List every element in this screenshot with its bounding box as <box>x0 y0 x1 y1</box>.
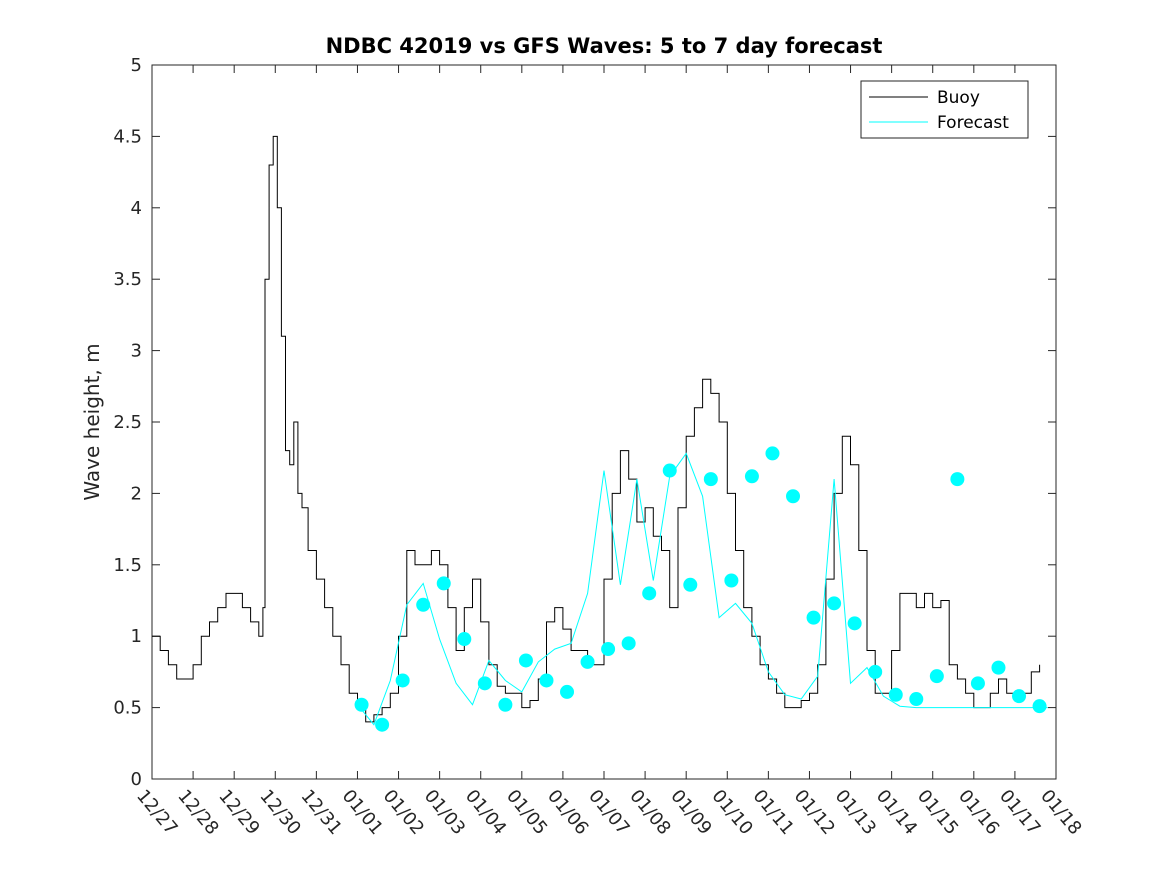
plot-area: 00.511.522.533.544.55 12/2712/2812/2912/… <box>113 55 1085 839</box>
legend-forecast-label: Forecast <box>937 113 1009 133</box>
forecast-point <box>991 660 1006 675</box>
legend-box <box>860 80 1029 139</box>
forecast-point <box>662 463 677 478</box>
y-tick-label: 3.5 <box>113 269 142 290</box>
x-tick-label: 01/07 <box>584 786 633 839</box>
forecast-point <box>929 669 944 684</box>
x-tick-label: 01/04 <box>461 786 510 839</box>
y-tick-label: 1 <box>131 626 142 647</box>
forecast-point <box>827 596 842 611</box>
forecast-point <box>724 573 739 588</box>
x-tick-label: 12/29 <box>214 786 263 839</box>
legend: Buoy Forecast <box>860 80 1029 139</box>
forecast-point <box>703 472 718 487</box>
forecast-point <box>560 684 575 699</box>
y-tick-label: 4 <box>131 198 142 219</box>
y-tick-label: 1.5 <box>113 555 142 576</box>
forecast-point <box>765 446 780 461</box>
x-tick-label: 01/17 <box>995 786 1044 839</box>
x-tick-label: 01/13 <box>831 786 880 839</box>
forecast-point <box>744 469 759 484</box>
forecast-point <box>539 673 554 688</box>
x-tick-label: 01/10 <box>707 786 756 839</box>
x-tick-label: 01/08 <box>625 786 674 839</box>
x-tick-label: 01/06 <box>543 786 592 839</box>
forecast-point <box>518 653 533 668</box>
forecast-point <box>375 717 390 732</box>
x-tick-label: 01/05 <box>502 786 551 839</box>
forecast-point <box>642 586 657 601</box>
forecast-point <box>395 673 410 688</box>
forecast-point <box>970 676 985 691</box>
forecast-point <box>580 654 595 669</box>
plot-frame <box>151 64 1057 780</box>
x-tick-label: 01/03 <box>420 786 469 839</box>
y-tick-label: 2.5 <box>113 412 142 433</box>
forecast-point <box>1012 689 1027 704</box>
buoy-series-line <box>152 135 1041 723</box>
legend-buoy-label: Buoy <box>937 88 980 108</box>
x-tick-label: 01/09 <box>666 786 715 839</box>
forecast-point <box>1032 699 1047 714</box>
forecast-point <box>786 489 801 504</box>
series-layer <box>152 135 1048 732</box>
forecast-point <box>354 697 369 712</box>
y-axis-ticks: 0 0.5 1 1.5 2 2.5 3 3.5 4 4.5 5 <box>113 55 1056 790</box>
y-tick-label: 4.5 <box>113 126 142 147</box>
forecast-point <box>436 576 451 591</box>
forecast-point <box>457 632 472 647</box>
forecast-point <box>477 676 492 691</box>
forecast-point <box>847 616 862 631</box>
chart-title: NDBC 42019 vs GFS Waves: 5 to 7 day fore… <box>326 34 883 58</box>
y-tick-label: 0 <box>131 769 142 790</box>
y-axis-label: Wave height, m <box>80 343 104 500</box>
x-tick-label: 12/28 <box>173 786 222 839</box>
x-tick-label: 01/15 <box>913 786 962 839</box>
forecast-point <box>601 642 616 657</box>
x-tick-label: 01/14 <box>872 786 921 839</box>
x-tick-label: 01/18 <box>1036 786 1085 839</box>
x-tick-label: 12/27 <box>132 786 181 839</box>
x-tick-label: 01/02 <box>379 786 428 839</box>
y-tick-label: 2 <box>131 483 142 504</box>
forecast-point <box>950 472 965 487</box>
y-tick-label: 3 <box>131 341 142 362</box>
forecast-point <box>806 610 821 625</box>
forecast-point <box>888 687 903 702</box>
x-tick-label: 01/01 <box>338 786 387 839</box>
forecast-point <box>683 577 698 592</box>
y-tick-label: 0.5 <box>113 698 142 719</box>
y-tick-label: 5 <box>131 55 142 76</box>
x-tick-label: 01/16 <box>954 786 1003 839</box>
x-tick-label: 01/11 <box>749 786 798 839</box>
forecast-point <box>621 636 636 651</box>
forecast-point <box>416 597 431 612</box>
forecast-point <box>498 697 513 712</box>
forecast-point <box>909 692 924 707</box>
x-tick-label: 12/31 <box>297 786 346 839</box>
forecast-point <box>868 664 883 679</box>
forecast-series-line <box>357 452 1048 726</box>
x-tick-label: 12/30 <box>255 786 304 839</box>
x-tick-label: 01/12 <box>790 786 839 839</box>
